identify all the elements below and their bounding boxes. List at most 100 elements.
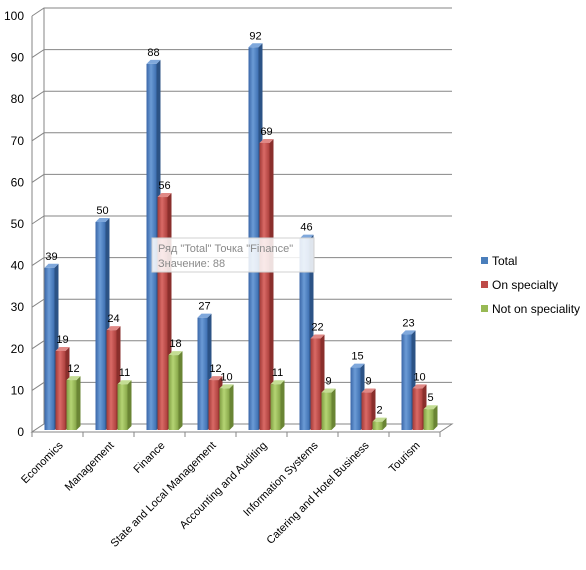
bar-front	[157, 197, 168, 430]
data-label: 50	[96, 205, 108, 217]
bar-top	[350, 363, 365, 368]
bar-front	[350, 367, 361, 430]
y-tick-label: 0	[17, 425, 24, 439]
bar[interactable]	[372, 417, 387, 430]
bar[interactable]	[66, 376, 81, 430]
data-label: 56	[158, 180, 170, 192]
data-label: 24	[107, 313, 119, 325]
data-label: 23	[402, 317, 414, 329]
bar[interactable]	[219, 384, 234, 430]
legend-label: On specialty	[492, 278, 558, 292]
y-tick-label: 70	[11, 134, 25, 148]
data-label: 12	[209, 363, 221, 375]
bar-front	[361, 392, 372, 430]
bar-top	[146, 59, 161, 64]
x-category-label: Management	[63, 440, 117, 494]
bar-top	[157, 193, 172, 198]
bar-top	[44, 263, 59, 268]
bar-front	[401, 334, 412, 430]
bar-front	[106, 330, 117, 430]
bar-front	[117, 384, 128, 430]
bar-front	[208, 380, 219, 430]
data-label: 2	[376, 405, 382, 417]
data-label: 9	[365, 376, 371, 388]
data-label: 10	[413, 371, 425, 383]
bar-side	[382, 417, 387, 430]
data-label: 39	[45, 251, 57, 263]
data-label: 27	[198, 301, 210, 313]
bar-front	[168, 355, 179, 430]
gridlines	[31, 7, 452, 433]
data-label: 12	[67, 363, 79, 375]
legend-swatch	[481, 281, 488, 288]
tooltip-line-1: Ряд "Total" Точка "Finance"	[158, 243, 293, 255]
bar-side	[229, 384, 234, 430]
data-label: 10	[220, 371, 232, 383]
data-label: 46	[300, 222, 312, 234]
bar-side	[269, 138, 274, 430]
bar[interactable]	[259, 138, 274, 430]
bar-side	[280, 380, 285, 430]
bar-top	[55, 346, 70, 351]
bar-top	[321, 388, 336, 393]
y-tick-label: 50	[11, 217, 25, 231]
bar-top	[310, 334, 325, 339]
y-tick-label: 10	[11, 383, 25, 397]
bar-front	[321, 392, 332, 430]
bar-top	[117, 380, 132, 385]
bar-front	[66, 380, 77, 430]
data-label: 11	[272, 367, 283, 379]
tooltip-box	[151, 237, 315, 273]
bar[interactable]	[321, 388, 336, 430]
legend-item: Not on speciality	[481, 302, 580, 316]
bar-top	[95, 218, 110, 222]
bar-front	[372, 421, 383, 430]
legend: Total On specialty Not on speciality	[481, 254, 580, 316]
y-axis-tick-labels: 0 10 20 30 40 50 60 70 80 90 100	[4, 9, 24, 439]
data-label: 18	[169, 338, 181, 350]
bar-side	[76, 376, 81, 430]
y-tick-label: 100	[4, 9, 24, 23]
bar-top	[270, 380, 285, 385]
bar-front	[219, 388, 230, 430]
bar-side	[433, 405, 438, 430]
y-tick-label: 30	[11, 300, 25, 314]
legend-label: Not on speciality	[492, 302, 580, 316]
legend-swatch	[481, 257, 488, 264]
bar[interactable]	[361, 388, 376, 430]
legend-item: Total	[481, 254, 517, 268]
data-label: 22	[311, 321, 323, 333]
data-label: 19	[56, 334, 68, 346]
bar[interactable]	[423, 405, 438, 430]
bar-front	[55, 350, 66, 430]
data-label: 88	[147, 47, 159, 59]
chart-floor	[30, 423, 454, 433]
data-label: 9	[325, 376, 331, 388]
bar-top	[423, 405, 438, 410]
data-label: 5	[427, 392, 433, 404]
bar-top	[412, 384, 427, 389]
bar-top	[208, 376, 223, 381]
bar[interactable]	[270, 380, 285, 430]
bar-top	[372, 417, 387, 422]
bar-top	[197, 313, 212, 318]
bar-side	[331, 388, 336, 430]
y-tick-label: 90	[11, 51, 25, 65]
y-tick-label: 40	[11, 259, 25, 273]
bar-top	[401, 330, 416, 335]
bar[interactable]	[168, 351, 183, 430]
bar-front	[423, 409, 434, 430]
hover-tooltip: Ряд "Total" Точка "Finance" Значение: 88	[151, 237, 315, 273]
x-category-label: Economics	[19, 439, 66, 486]
x-category-label: Tourism	[387, 440, 423, 476]
axes	[30, 8, 454, 437]
legend-item: On specialty	[481, 278, 558, 292]
bar-front	[95, 222, 106, 430]
bar[interactable]	[117, 380, 132, 430]
bar-top	[219, 384, 234, 389]
bar-front	[259, 142, 270, 430]
data-label: 15	[351, 351, 363, 363]
